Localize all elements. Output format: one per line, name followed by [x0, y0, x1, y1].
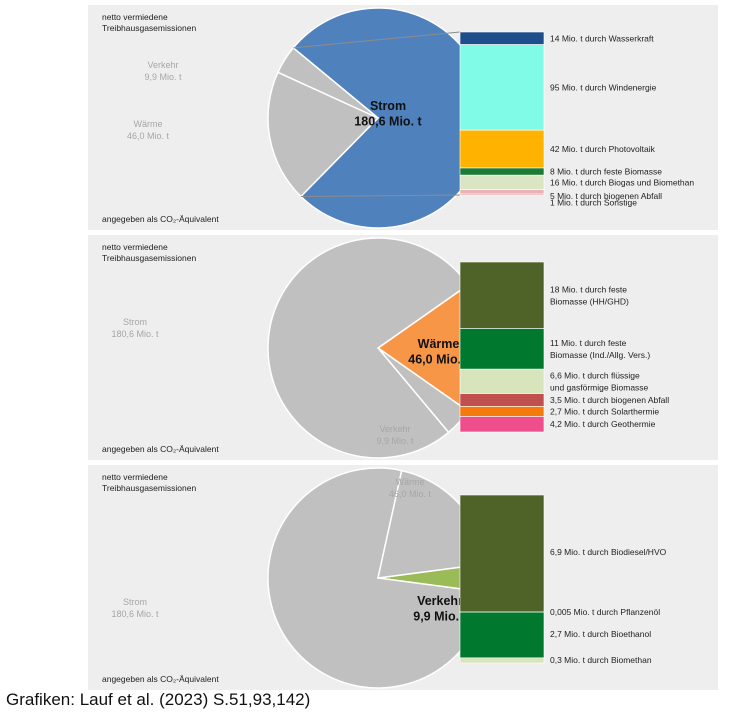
- breakdown-label-4: 3,5 Mio. t durch biogenen Abfall: [550, 395, 669, 405]
- slice-value-waerme: 46,0 Mio. t: [408, 353, 469, 367]
- panel-verkehr: Verkehr 9,9 Mio. t Strom 180,6 Mio. t Wärme 4…: [88, 465, 718, 690]
- note-top-line1: netto vermiedene: [102, 472, 168, 482]
- connector-line-top: [293, 31, 461, 49]
- slice-name-waerme: Wärme: [396, 477, 425, 487]
- slice-name-waerme: Wärme: [418, 337, 460, 351]
- slice-value-waerme: 46,0 Mio. t: [389, 489, 432, 499]
- breakdown-label-5: 2,7 Mio. t durch Solarthermie: [550, 406, 659, 416]
- breakdown-label-7: 1 Mio. t durch Sonstige: [550, 198, 637, 208]
- panel-strom: Strom 180,6 Mio. t Wärme 46,0 Mio. t Verkehr…: [88, 5, 718, 230]
- note-top-line1: netto vermiedene: [102, 242, 168, 252]
- slice-value-verkehr: 9,9 Mio. t: [376, 436, 414, 446]
- note-top-line1: netto vermiedene: [102, 12, 168, 22]
- breakdown-segment-1: [459, 261, 545, 329]
- breakdown-label-3-line2: und gasförmige Biomasse: [550, 382, 649, 392]
- breakdown-segment-3: [459, 611, 545, 659]
- breakdown-segment-5: [459, 406, 545, 417]
- chart-strom: Strom 180,6 Mio. t Wärme 46,0 Mio. t Verkehr…: [102, 7, 694, 229]
- chart-waerme: Wärme 46,0 Mio. t Verkehr 9,9 Mio. t Strom 18…: [102, 237, 669, 459]
- note-bottom: angegeben als CO₂-Äquivalent: [102, 214, 219, 224]
- slice-name-waerme: Wärme: [134, 119, 163, 129]
- slice-value-waerme: 46,0 Mio. t: [127, 131, 170, 141]
- breakdown-label-6: 4,2 Mio. t durch Geothermie: [550, 419, 656, 429]
- panel-waerme: Wärme 46,0 Mio. t Verkehr 9,9 Mio. t Strom 18…: [88, 235, 718, 460]
- breakdown-segment-6: [459, 416, 545, 433]
- slice-value-strom: 180,6 Mio. t: [354, 115, 422, 129]
- breakdown-label-3-line1: 6,6 Mio. t durch flüssige: [550, 370, 640, 380]
- breakdown-segment-1: [459, 494, 545, 613]
- pie-slice-verkehr: [276, 46, 379, 119]
- slice-name-verkehr: Verkehr: [147, 60, 178, 70]
- breakdown-label-5: 16 Mio. t durch Biogas und Biomethan: [550, 177, 694, 187]
- slice-value-strom: 180,6 Mio. t: [111, 609, 159, 619]
- breakdown-label-3: 2,7 Mio. t durch Bioethanol: [550, 629, 651, 639]
- breakdown-segment-1: [459, 31, 545, 45]
- breakdown-segment-2: [459, 44, 545, 131]
- breakdown-label-1: 6,9 Mio. t durch Biodiesel/HVO: [550, 547, 667, 557]
- note-top-line2: Treibhausgasemissionen: [102, 483, 196, 493]
- breakdown-label-1-line2: Biomasse (HH/GHD): [550, 296, 629, 306]
- breakdown-label-2: 0,005 Mio. t durch Pflanzenöl: [550, 607, 660, 617]
- slice-value-strom: 180,6 Mio. t: [111, 329, 159, 339]
- breakdown-segment-2: [459, 328, 545, 370]
- breakdown-label-4: 0,3 Mio. t durch Biomethan: [550, 655, 652, 665]
- breakdown-label-4: 8 Mio. t durch feste Biomasse: [550, 167, 662, 177]
- breakdown-segment-3: [459, 129, 545, 169]
- breakdown-segment-6: [459, 189, 545, 195]
- breakdown-segment-7: [459, 193, 545, 196]
- breakdown-label-1: 14 Mio. t durch Wasserkraft: [550, 33, 654, 43]
- slice-name-strom: Strom: [123, 317, 147, 327]
- chart-verkehr: Verkehr 9,9 Mio. t Strom 180,6 Mio. t Wärme 4…: [102, 467, 667, 689]
- breakdown-segment-4: [459, 657, 545, 664]
- pie-slice-waerme: [267, 71, 380, 198]
- pie-slice-strom: [267, 237, 470, 459]
- note-top-line2: Treibhausgasemissionen: [102, 253, 196, 263]
- breakdown-label-2-line1: 11 Mio. t durch feste: [550, 338, 627, 348]
- slice-name-strom: Strom: [123, 597, 147, 607]
- breakdown-segment-3: [459, 368, 545, 394]
- breakdown-label-6: 5 Mio. t durch biogenen Abfall: [550, 191, 662, 201]
- breakdown-label-1-line1: 18 Mio. t durch feste: [550, 284, 627, 294]
- breakdown-label-3: 42 Mio. t durch Photovoltaik: [550, 144, 656, 154]
- source-caption: Grafiken: Lauf et al. (2023) S.51,93,142…: [6, 690, 311, 709]
- slice-value-verkehr: 9,9 Mio. t: [144, 72, 182, 82]
- slice-value-verkehr: 9,9 Mio. t: [413, 610, 467, 624]
- slice-name-strom: Strom: [370, 99, 406, 113]
- breakdown-label-2-line2: Biomasse (Ind./Allg. Vers.): [550, 350, 650, 360]
- breakdown-segment-4: [459, 167, 545, 176]
- breakdown-segment-5: [459, 174, 545, 190]
- note-bottom: angegeben als CO₂-Äquivalent: [102, 444, 219, 454]
- slice-name-verkehr: Verkehr: [417, 594, 463, 608]
- breakdown-segment-4: [459, 393, 545, 407]
- slice-name-verkehr: Verkehr: [379, 424, 410, 434]
- note-top-line2: Treibhausgasemissionen: [102, 23, 196, 33]
- note-bottom: angegeben als CO₂-Äquivalent: [102, 674, 219, 684]
- breakdown-label-2: 95 Mio. t durch Windenergie: [550, 82, 657, 92]
- connector-line-bottom: [300, 194, 461, 197]
